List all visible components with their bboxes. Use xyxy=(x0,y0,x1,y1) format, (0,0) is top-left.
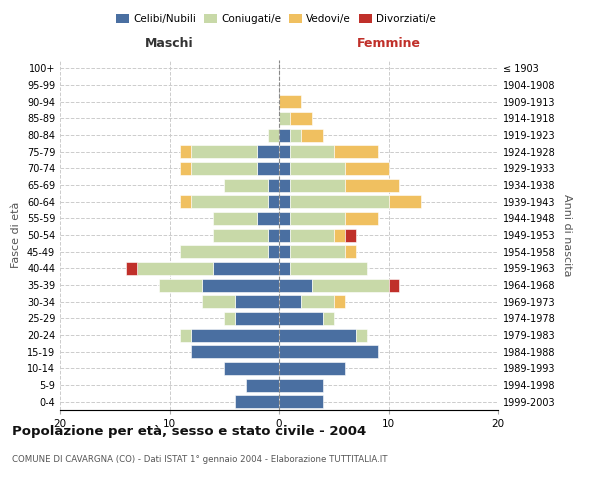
Bar xyxy=(356,328,367,342)
Bar xyxy=(279,145,290,158)
Bar xyxy=(224,312,235,325)
Bar xyxy=(334,295,344,308)
Bar xyxy=(345,245,356,258)
Bar xyxy=(389,278,400,291)
Bar xyxy=(279,345,377,358)
Text: Femmine: Femmine xyxy=(356,37,421,50)
Bar xyxy=(279,162,290,175)
Bar xyxy=(290,128,301,141)
Bar xyxy=(202,295,235,308)
Legend: Celibi/Nubili, Coniugati/e, Vedovi/e, Divorziati/e: Celibi/Nubili, Coniugati/e, Vedovi/e, Di… xyxy=(112,10,440,29)
Bar xyxy=(268,228,279,241)
Bar xyxy=(181,162,191,175)
Bar xyxy=(191,328,279,342)
Bar xyxy=(312,278,389,291)
Bar xyxy=(137,262,214,275)
Bar xyxy=(290,262,367,275)
Bar xyxy=(279,312,323,325)
Bar xyxy=(290,162,344,175)
Bar xyxy=(279,328,356,342)
Bar xyxy=(214,212,257,225)
Text: Maschi: Maschi xyxy=(145,37,194,50)
Bar xyxy=(290,195,389,208)
Bar xyxy=(290,212,344,225)
Bar xyxy=(279,378,323,392)
Bar xyxy=(257,162,279,175)
Bar xyxy=(235,295,279,308)
Bar xyxy=(345,178,400,192)
Bar xyxy=(345,212,377,225)
Bar xyxy=(334,228,344,241)
Bar xyxy=(345,162,389,175)
Bar xyxy=(257,145,279,158)
Bar xyxy=(191,145,257,158)
Bar xyxy=(279,228,290,241)
Bar xyxy=(257,212,279,225)
Bar xyxy=(268,178,279,192)
Text: Popolazione per età, sesso e stato civile - 2004: Popolazione per età, sesso e stato civil… xyxy=(12,425,366,438)
Bar xyxy=(181,195,191,208)
Bar xyxy=(279,362,345,375)
Bar xyxy=(279,245,290,258)
Bar xyxy=(323,312,334,325)
Bar xyxy=(290,145,334,158)
Bar xyxy=(191,195,268,208)
Bar xyxy=(235,312,279,325)
Bar xyxy=(181,145,191,158)
Bar xyxy=(191,345,279,358)
Bar xyxy=(268,195,279,208)
Bar xyxy=(158,278,202,291)
Bar xyxy=(214,228,268,241)
Bar xyxy=(301,128,323,141)
Text: COMUNE DI CAVARGNA (CO) - Dati ISTAT 1° gennaio 2004 - Elaborazione TUTTITALIA.I: COMUNE DI CAVARGNA (CO) - Dati ISTAT 1° … xyxy=(12,455,388,464)
Bar xyxy=(125,262,137,275)
Bar xyxy=(301,295,334,308)
Bar xyxy=(334,145,377,158)
Bar xyxy=(389,195,421,208)
Bar xyxy=(279,128,290,141)
Y-axis label: Fasce di età: Fasce di età xyxy=(11,202,21,268)
Bar xyxy=(224,178,268,192)
Bar xyxy=(279,195,290,208)
Bar xyxy=(268,245,279,258)
Bar xyxy=(279,95,301,108)
Bar xyxy=(279,395,323,408)
Bar xyxy=(235,395,279,408)
Bar xyxy=(224,362,279,375)
Bar xyxy=(290,245,344,258)
Bar xyxy=(181,328,191,342)
Bar xyxy=(202,278,279,291)
Bar xyxy=(268,128,279,141)
Bar xyxy=(345,228,356,241)
Bar xyxy=(290,178,344,192)
Bar xyxy=(279,178,290,192)
Bar xyxy=(290,112,312,125)
Bar xyxy=(279,212,290,225)
Bar xyxy=(279,112,290,125)
Bar xyxy=(279,295,301,308)
Bar xyxy=(214,262,279,275)
Y-axis label: Anni di nascita: Anni di nascita xyxy=(562,194,572,276)
Bar xyxy=(181,245,268,258)
Bar xyxy=(279,278,312,291)
Bar xyxy=(279,262,290,275)
Bar xyxy=(246,378,279,392)
Bar xyxy=(191,162,257,175)
Bar xyxy=(290,228,334,241)
